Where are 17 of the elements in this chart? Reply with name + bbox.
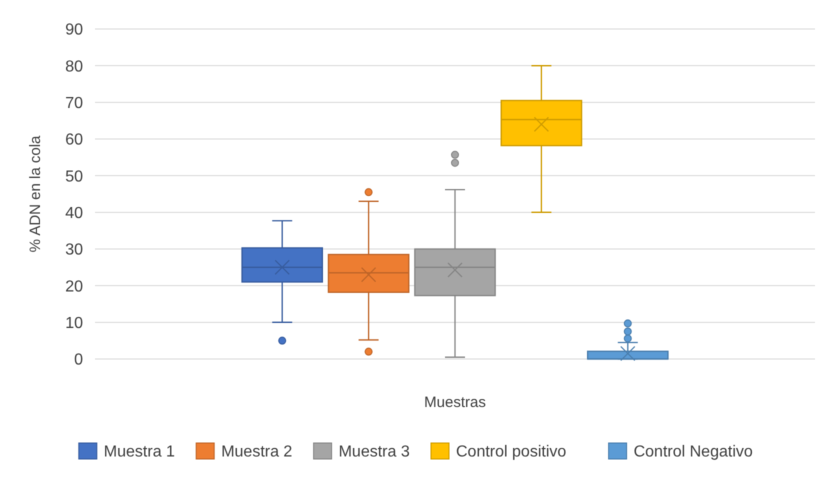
y-tick-label: 0: [74, 352, 84, 369]
y-tick-label: 20: [65, 278, 84, 296]
y-tick-label: 70: [65, 94, 84, 112]
y-axis-title: % ADN en la cola: [27, 134, 44, 252]
y-tick-label: 30: [65, 242, 84, 259]
y-tick-label: 80: [65, 58, 84, 76]
y-tick-label: 90: [65, 22, 84, 39]
legend-label: Muestra 3: [338, 444, 410, 461]
y-tick-label: 10: [65, 314, 84, 332]
y-tick-label: 60: [65, 132, 84, 149]
legend-label: Muestra 1: [104, 444, 176, 461]
legend-label: Control Negativo: [634, 444, 753, 461]
y-tick-label: 50: [65, 168, 84, 186]
y-tick-label: 40: [65, 204, 84, 222]
legend-label: Control positivo: [456, 444, 566, 461]
legend-label: Muestra 2: [221, 444, 292, 461]
x-axis-title: Muestras: [424, 394, 486, 411]
